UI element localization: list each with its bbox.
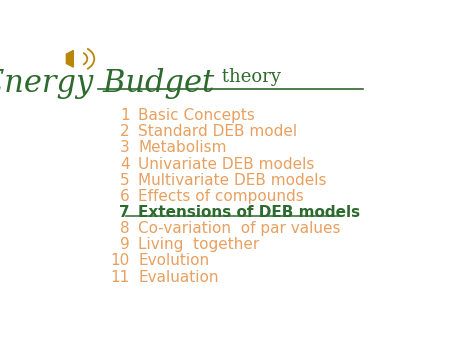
Text: 3: 3 xyxy=(120,141,130,155)
Text: 4: 4 xyxy=(120,156,130,172)
Text: 7: 7 xyxy=(119,205,130,220)
Text: 5: 5 xyxy=(120,173,130,188)
Text: Living  together: Living together xyxy=(138,237,260,252)
Text: Effects of compounds: Effects of compounds xyxy=(138,189,304,204)
Text: 1: 1 xyxy=(120,108,130,123)
Text: 9: 9 xyxy=(120,237,130,252)
Text: Univariate DEB models: Univariate DEB models xyxy=(138,156,315,172)
Text: Co-variation  of par values: Co-variation of par values xyxy=(138,221,341,236)
Text: Metabolism: Metabolism xyxy=(138,141,227,155)
Text: 2: 2 xyxy=(120,124,130,139)
Text: Evolution: Evolution xyxy=(138,254,209,268)
Text: 10: 10 xyxy=(110,254,130,268)
Text: Evaluation: Evaluation xyxy=(138,270,219,285)
Text: Multivariate DEB models: Multivariate DEB models xyxy=(138,173,327,188)
Text: theory: theory xyxy=(216,68,281,86)
Text: 8: 8 xyxy=(120,221,130,236)
Text: Dynamic Energy Budget: Dynamic Energy Budget xyxy=(0,68,215,99)
Text: Standard DEB model: Standard DEB model xyxy=(138,124,297,139)
Text: Basic Concepts: Basic Concepts xyxy=(138,108,255,123)
Text: Extensions of DEB models: Extensions of DEB models xyxy=(138,205,360,220)
Text: 11: 11 xyxy=(110,270,130,285)
Polygon shape xyxy=(66,50,73,67)
Text: 6: 6 xyxy=(120,189,130,204)
